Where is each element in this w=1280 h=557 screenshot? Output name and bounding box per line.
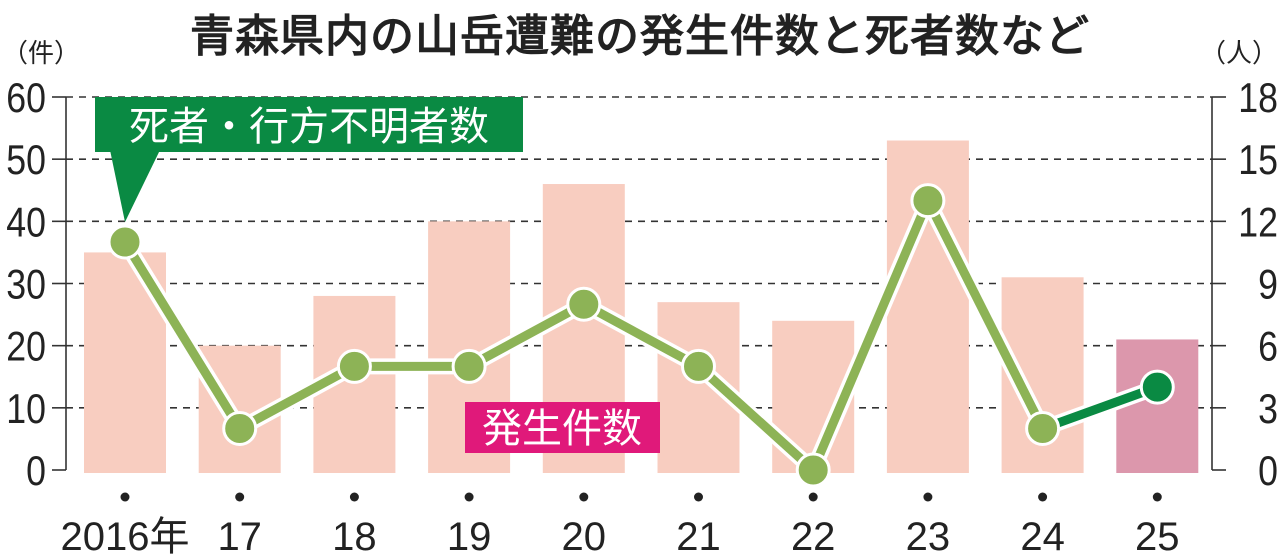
line-segment — [695, 363, 817, 474]
right-axis-unit: （人） — [1200, 38, 1278, 68]
x-tick-dot — [579, 492, 589, 502]
point-18 — [336, 348, 372, 384]
x-tick-label: 24 — [1020, 515, 1065, 557]
left-tick-label: 20 — [6, 324, 46, 370]
x-tick-dot — [235, 492, 245, 502]
x-tick-label: 17 — [217, 515, 262, 557]
right-tick-label: 12 — [1238, 200, 1278, 246]
point-25 — [1139, 369, 1175, 405]
line-label-box — [95, 97, 523, 152]
point-22 — [795, 452, 831, 488]
right-tick-label: 15 — [1238, 138, 1278, 184]
x-tick-label: 23 — [906, 515, 951, 557]
line-segment — [581, 300, 701, 371]
x-tick-dot — [1152, 492, 1162, 502]
x-tick-dot — [1038, 492, 1048, 502]
bar-25 — [1116, 339, 1199, 473]
x-tick-dot — [349, 492, 359, 502]
left-tick-label: 30 — [6, 262, 46, 308]
x-tick-label: 18 — [332, 515, 377, 557]
left-axis-unit: （件） — [2, 38, 80, 68]
x-tick-label: 19 — [447, 515, 492, 557]
point-2016年 — [107, 224, 143, 260]
left-tick-label: 0 — [26, 448, 46, 494]
left-tick-label: 10 — [6, 386, 46, 432]
line-label-pointer — [110, 150, 160, 222]
x-tick-dot — [923, 492, 933, 502]
point-17 — [222, 411, 258, 447]
line-segment — [237, 362, 357, 433]
point-21 — [681, 348, 716, 384]
x-tick-dot — [120, 492, 130, 502]
point-19 — [451, 348, 487, 384]
right-tick-label: 3 — [1258, 386, 1278, 432]
chart-title: 青森県内の山岳遭難の発生件数と死者数など — [190, 11, 1090, 62]
right-tick-label: 0 — [1258, 448, 1278, 494]
x-tick-label: 20 — [562, 515, 607, 557]
right-tick-label: 6 — [1258, 324, 1278, 370]
point-20 — [566, 286, 602, 322]
line-segment — [121, 239, 244, 431]
bar-label-box — [465, 402, 660, 453]
point-23 — [910, 183, 946, 219]
left-tick-label: 50 — [6, 138, 46, 184]
line-segment — [809, 198, 933, 472]
x-tick-label: 21 — [676, 515, 721, 557]
line-series-label: 死者・行方不明者数 — [129, 104, 489, 150]
x-tick-dot — [808, 492, 818, 502]
left-tick-label: 40 — [6, 200, 46, 246]
line-segment — [1041, 382, 1159, 433]
bar-series-label: 発生件数 — [482, 406, 642, 452]
line-segment — [923, 198, 1047, 431]
x-tick-label: 2016年 — [61, 515, 190, 557]
left-tick-label: 60 — [6, 75, 46, 121]
x-tick-label: 22 — [791, 515, 836, 557]
x-tick-label: 25 — [1135, 515, 1180, 557]
point-24 — [1025, 411, 1061, 447]
line-segment — [466, 300, 586, 371]
x-tick-dot — [464, 492, 474, 502]
right-tick-label: 18 — [1238, 75, 1278, 121]
right-tick-label: 9 — [1258, 262, 1278, 308]
x-tick-dot — [694, 492, 703, 502]
